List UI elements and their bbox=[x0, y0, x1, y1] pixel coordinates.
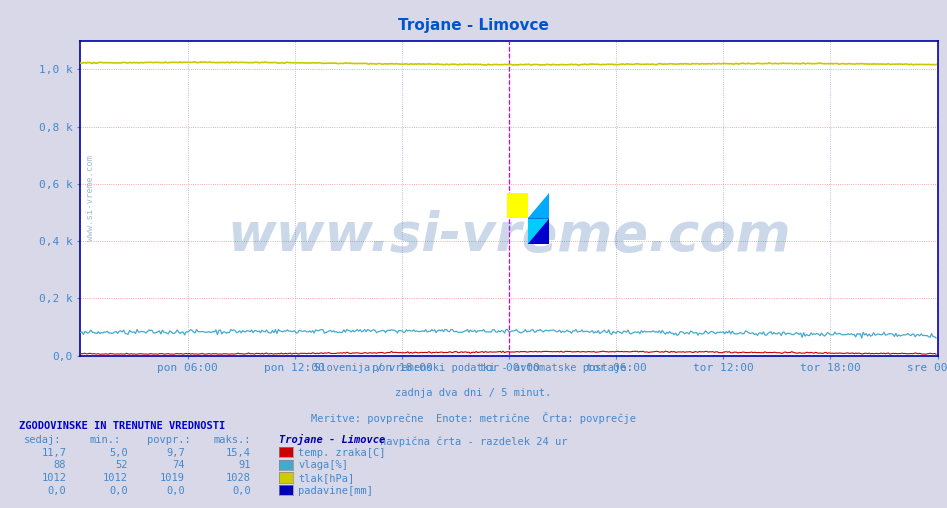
Text: temp. zraka[C]: temp. zraka[C] bbox=[298, 448, 385, 458]
Text: 74: 74 bbox=[172, 460, 185, 470]
Text: 0,0: 0,0 bbox=[232, 486, 251, 496]
Text: maks.:: maks.: bbox=[213, 435, 251, 445]
Text: www.si-vreme.com: www.si-vreme.com bbox=[86, 155, 96, 241]
Polygon shape bbox=[528, 218, 549, 244]
Text: ZGODOVINSKE IN TRENUTNE VREDNOSTI: ZGODOVINSKE IN TRENUTNE VREDNOSTI bbox=[19, 421, 225, 431]
Text: 0,0: 0,0 bbox=[109, 486, 128, 496]
Text: 0,0: 0,0 bbox=[166, 486, 185, 496]
Text: 5,0: 5,0 bbox=[109, 448, 128, 458]
Text: www.si-vreme.com: www.si-vreme.com bbox=[227, 210, 791, 262]
Text: zadnja dva dni / 5 minut.: zadnja dva dni / 5 minut. bbox=[396, 388, 551, 398]
Bar bbox=[528, 218, 549, 244]
Text: Slovenija / vremenski podatki - avtomatske postaje.: Slovenija / vremenski podatki - avtomats… bbox=[314, 363, 633, 373]
Polygon shape bbox=[528, 193, 549, 218]
Text: Trojane - Limovce: Trojane - Limovce bbox=[398, 18, 549, 33]
Bar bbox=[507, 193, 528, 218]
Text: Trojane - Limovce: Trojane - Limovce bbox=[279, 434, 385, 445]
Text: 15,4: 15,4 bbox=[226, 448, 251, 458]
Text: 1012: 1012 bbox=[42, 473, 66, 483]
Text: vlaga[%]: vlaga[%] bbox=[298, 460, 348, 470]
Text: tlak[hPa]: tlak[hPa] bbox=[298, 473, 354, 483]
Text: 88: 88 bbox=[54, 460, 66, 470]
Text: 1012: 1012 bbox=[103, 473, 128, 483]
Text: min.:: min.: bbox=[90, 435, 121, 445]
Text: navpična črta - razdelek 24 ur: navpična črta - razdelek 24 ur bbox=[380, 436, 567, 447]
Text: padavine[mm]: padavine[mm] bbox=[298, 486, 373, 496]
Text: 1028: 1028 bbox=[226, 473, 251, 483]
Text: 0,0: 0,0 bbox=[47, 486, 66, 496]
Text: sedaj:: sedaj: bbox=[24, 435, 62, 445]
Text: 52: 52 bbox=[116, 460, 128, 470]
Text: 11,7: 11,7 bbox=[42, 448, 66, 458]
Text: 9,7: 9,7 bbox=[166, 448, 185, 458]
Text: Meritve: povprečne  Enote: metrične  Črta: povprečje: Meritve: povprečne Enote: metrične Črta:… bbox=[311, 412, 636, 424]
Text: povpr.:: povpr.: bbox=[147, 435, 190, 445]
Polygon shape bbox=[528, 218, 549, 244]
Text: 91: 91 bbox=[239, 460, 251, 470]
Text: 1019: 1019 bbox=[160, 473, 185, 483]
